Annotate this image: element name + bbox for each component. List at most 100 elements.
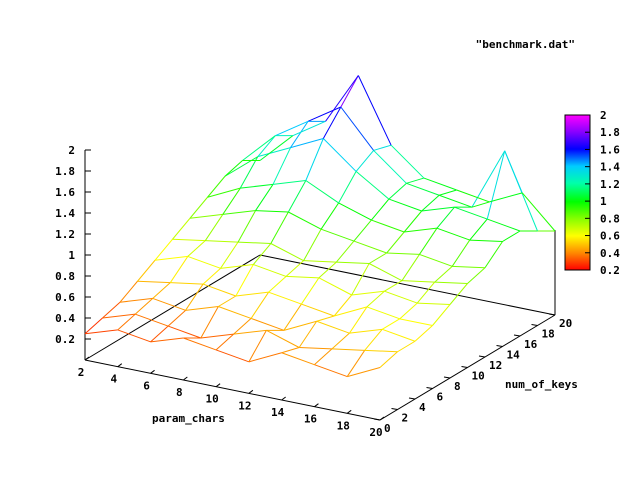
x-tick-label: 12 (238, 399, 251, 412)
mesh-segment (419, 227, 438, 255)
mesh-segment (397, 340, 416, 353)
mesh-segment (381, 318, 400, 330)
mesh-segment (346, 350, 366, 377)
mesh-segment (434, 281, 468, 284)
mesh-segment (333, 294, 353, 317)
mesh-segment (487, 218, 521, 232)
mesh-segment (340, 75, 359, 108)
mesh-segment (222, 210, 256, 215)
mesh-segment (486, 150, 506, 220)
colorbar-tick-label: 0.8 (600, 212, 620, 225)
mesh-segment (439, 189, 457, 196)
mesh-segment (349, 306, 368, 334)
colorbar-tick-label: 1 (600, 195, 607, 208)
mesh-segment (290, 138, 324, 149)
mesh-segment (322, 138, 357, 172)
mesh-segment (456, 189, 490, 203)
mesh-segment (215, 349, 250, 363)
mesh-segment (102, 313, 136, 319)
mesh-segment (521, 192, 556, 232)
mesh-segment (382, 328, 416, 342)
mesh-segment (355, 171, 390, 200)
mesh-segment (137, 259, 156, 282)
x-tick-label: 8 (176, 386, 183, 399)
mesh-segment (248, 330, 267, 363)
mesh-segment (414, 325, 433, 342)
mesh-segment (364, 349, 398, 353)
mesh-segment (489, 192, 523, 203)
colorbar-tick-label: 1.8 (600, 126, 620, 139)
mesh-segment (469, 218, 488, 241)
mesh-segment (300, 277, 320, 305)
y-tick-mark (496, 345, 503, 347)
mesh-segment (318, 277, 352, 296)
mesh-segment (154, 255, 188, 261)
mesh-segment (307, 106, 342, 122)
legend-label: "benchmark.dat" (476, 38, 575, 51)
mesh-segment (152, 282, 171, 299)
mesh-segment (207, 175, 226, 198)
mesh-segment (268, 291, 302, 305)
mesh-segment (340, 106, 375, 151)
mesh-segment (318, 261, 337, 279)
mesh-segment (404, 227, 438, 233)
mesh-segment (150, 337, 184, 343)
mesh-segment (172, 238, 206, 242)
y-tick-mark (461, 366, 468, 368)
x-tick-mark (84, 356, 90, 361)
mesh-segment (357, 75, 392, 146)
mesh-segment (399, 302, 418, 320)
mesh-segment (84, 329, 118, 335)
mesh-segment (268, 276, 287, 293)
mesh-segment (336, 240, 355, 263)
mesh-segment (233, 329, 267, 335)
x-tick-label: 20 (369, 426, 382, 439)
mesh-segment (314, 364, 348, 378)
mesh-segment (423, 177, 457, 191)
mesh-segment (355, 150, 374, 172)
x-tick-mark (248, 389, 254, 394)
mesh-segment (102, 301, 121, 319)
mesh-segment (292, 120, 326, 137)
mesh-segment (150, 325, 169, 343)
y-tick-mark (513, 334, 521, 337)
y-tick-label: 6 (437, 391, 444, 404)
y-tick-label: 18 (542, 328, 555, 341)
mesh-segment (303, 228, 322, 261)
mesh-segment (117, 313, 136, 331)
mesh-segment (338, 202, 372, 221)
x-tick-label: 14 (271, 406, 285, 419)
mesh-segment (467, 267, 486, 284)
y-tick-label: 20 (559, 317, 572, 330)
mesh-segment (469, 239, 503, 242)
z-tick-label: 1 (68, 249, 75, 262)
mesh-segment (218, 306, 252, 319)
mesh-segment (386, 252, 420, 255)
mesh-segment (255, 184, 274, 211)
mesh-segment (134, 298, 154, 315)
mesh-segment (242, 135, 276, 161)
mesh-segment (257, 135, 276, 157)
mesh-segment (305, 180, 339, 204)
mesh-segment (266, 329, 300, 348)
z-tick-label: 1.4 (55, 207, 75, 220)
mesh-segment (220, 264, 254, 269)
base-edge-front-x (84, 359, 381, 421)
mesh-segment (325, 75, 359, 122)
mesh-segment (449, 283, 468, 305)
x-tick-label: 6 (143, 379, 150, 392)
mesh-segment (336, 261, 370, 264)
mesh-segment (371, 219, 405, 233)
mesh-segment (240, 183, 274, 189)
mesh-segment (205, 240, 239, 243)
mesh-segment (471, 201, 490, 208)
mesh-segment (119, 297, 153, 303)
mesh-segment (401, 280, 435, 283)
mesh-segment (379, 351, 398, 368)
mesh-segment (224, 156, 259, 177)
mesh-segment (303, 260, 337, 263)
mesh-segment (215, 333, 234, 351)
mesh-segment (351, 290, 385, 296)
mesh-segment (185, 306, 219, 311)
